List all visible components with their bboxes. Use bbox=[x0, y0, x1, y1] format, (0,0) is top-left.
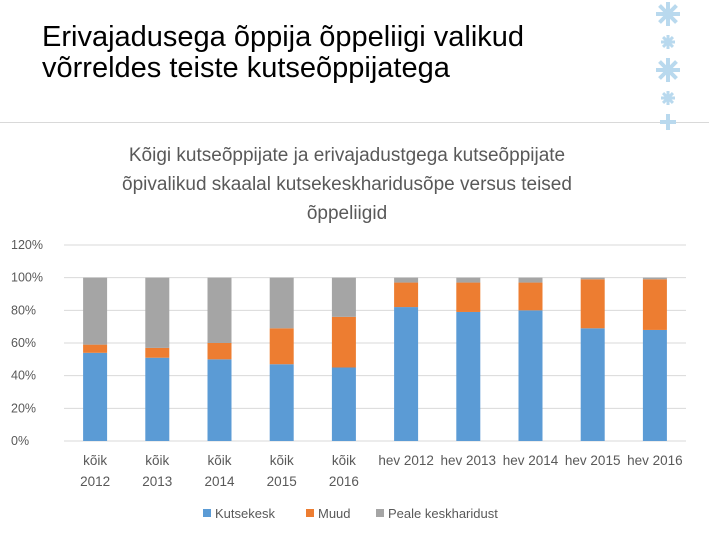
x-category-label: hev 2014 bbox=[503, 453, 559, 468]
snowflake-ornament-icon bbox=[656, 2, 680, 130]
bar-kutsekesk bbox=[331, 367, 356, 441]
y-axis-ticks: 0% 20% 40% 60% 80% 100% 120% bbox=[11, 238, 43, 448]
bar-peale-keskharidust bbox=[83, 277, 108, 345]
chart-title-line: Kõigi kutseõppijate ja erivajadustgega k… bbox=[129, 145, 565, 166]
bar-muud bbox=[580, 279, 605, 329]
stacked-bar-chart: Kõigi kutseõppijate ja erivajadustgega k… bbox=[11, 145, 686, 521]
y-tick-label: 40% bbox=[11, 369, 36, 383]
x-category-label: kõik bbox=[270, 453, 294, 468]
chart-area: Kõigi kutseõppijate ja erivajadustgega k… bbox=[0, 122, 709, 540]
bar-kutsekesk bbox=[269, 364, 294, 441]
x-category-label: kõik bbox=[145, 453, 169, 468]
bar-kutsekesk bbox=[394, 307, 419, 441]
x-category-label: 2014 bbox=[204, 474, 235, 489]
x-category-label: 2016 bbox=[329, 474, 359, 489]
bar-kutsekesk bbox=[642, 329, 667, 441]
bar-muud bbox=[207, 343, 232, 360]
x-category-label: hev 2013 bbox=[441, 453, 497, 468]
bar-peale-keskharidust bbox=[580, 277, 605, 280]
bar-muud bbox=[394, 282, 419, 308]
bar-peale-keskharidust bbox=[145, 277, 170, 348]
bar-peale-keskharidust bbox=[331, 277, 356, 317]
bar-peale-keskharidust bbox=[207, 277, 232, 343]
x-axis-categories: kõik 2012 kõik 2013 kõik 2014 kõik 2015 kõik 2016… bbox=[80, 453, 683, 489]
x-category-label: kõik bbox=[332, 453, 356, 468]
bar-peale-keskharidust bbox=[518, 277, 543, 283]
bar-kutsekesk bbox=[145, 357, 170, 441]
slide-title: Erivajadusega õppija õppeliigi valikud v… bbox=[42, 21, 525, 84]
bars bbox=[83, 277, 667, 441]
bar-muud bbox=[83, 344, 108, 353]
legend-swatch bbox=[306, 509, 314, 517]
chart-title: Kõigi kutseõppijate ja erivajadustgega k… bbox=[122, 145, 572, 224]
legend-label: Muud bbox=[318, 506, 351, 521]
chart-title-line: õppeliigid bbox=[307, 203, 387, 224]
chart-title-line: õpivalikud skaalal kutsekeskharidusõpe v… bbox=[122, 174, 572, 195]
bar-kutsekesk bbox=[83, 352, 108, 441]
bar-muud bbox=[145, 347, 170, 358]
y-tick-label: 60% bbox=[11, 336, 36, 350]
x-category-label: kõik bbox=[83, 453, 107, 468]
bar-kutsekesk bbox=[207, 359, 232, 441]
legend: Kutsekesk Muud Peale keskharidust bbox=[203, 506, 498, 521]
bar-kutsekesk bbox=[580, 328, 605, 441]
y-tick-label: 20% bbox=[11, 401, 36, 415]
legend-swatch bbox=[376, 509, 384, 517]
y-tick-label: 100% bbox=[11, 271, 43, 285]
y-tick-label: 120% bbox=[11, 238, 43, 252]
bar-kutsekesk bbox=[518, 310, 543, 441]
legend-swatch bbox=[203, 509, 211, 517]
bar-muud bbox=[331, 316, 356, 368]
x-category-label: 2012 bbox=[80, 474, 110, 489]
bar-muud bbox=[642, 279, 667, 330]
x-category-label: kõik bbox=[207, 453, 231, 468]
bar-peale-keskharidust bbox=[269, 277, 294, 329]
legend-label: Kutsekesk bbox=[215, 506, 275, 521]
legend-label: Peale keskharidust bbox=[388, 506, 498, 521]
bar-peale-keskharidust bbox=[394, 277, 419, 283]
bar-muud bbox=[456, 282, 481, 312]
x-category-label: hev 2012 bbox=[378, 453, 434, 468]
x-category-label: hev 2015 bbox=[565, 453, 621, 468]
bar-peale-keskharidust bbox=[642, 277, 667, 280]
bar-muud bbox=[518, 282, 543, 311]
bar-peale-keskharidust bbox=[456, 277, 481, 283]
x-category-label: 2013 bbox=[142, 474, 172, 489]
x-category-label: hev 2016 bbox=[627, 453, 683, 468]
bar-muud bbox=[269, 328, 294, 365]
y-tick-label: 0% bbox=[11, 434, 29, 448]
y-tick-label: 80% bbox=[11, 303, 36, 317]
bar-kutsekesk bbox=[456, 311, 481, 441]
x-category-label: 2015 bbox=[267, 474, 297, 489]
